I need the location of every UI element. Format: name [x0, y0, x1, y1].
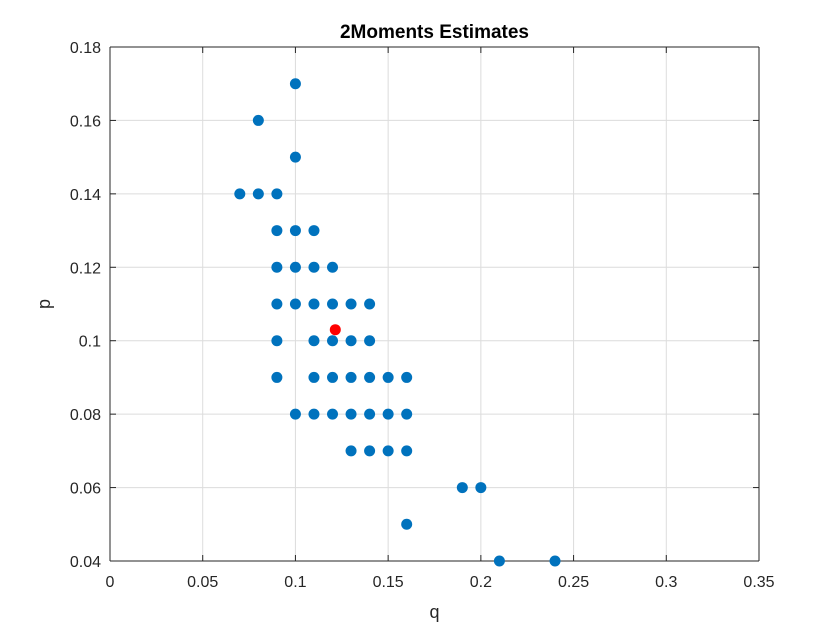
y-tick-label: 0.14 — [70, 187, 101, 204]
data-point — [308, 335, 320, 347]
x-tick-label: 0.1 — [284, 574, 306, 591]
data-point — [401, 408, 413, 420]
data-point — [345, 445, 357, 457]
data-point — [475, 482, 487, 494]
data-point — [456, 482, 468, 494]
data-point — [364, 408, 376, 420]
data-point — [289, 408, 301, 420]
data-point — [271, 298, 283, 310]
data-point — [327, 298, 339, 310]
data-point — [252, 114, 264, 126]
data-point — [271, 261, 283, 273]
y-tick-label: 0.08 — [70, 407, 101, 424]
data-point — [549, 555, 561, 567]
data-point — [234, 188, 246, 200]
x-tick-label: 0.25 — [558, 574, 589, 591]
x-tick-label: 0 — [106, 574, 115, 591]
data-point — [308, 261, 320, 273]
y-tick-label: 0.06 — [70, 481, 101, 498]
x-tick-label: 0.15 — [373, 574, 404, 591]
grid-lines — [110, 47, 759, 561]
data-point — [327, 408, 339, 420]
data-point — [327, 371, 339, 383]
data-point — [289, 225, 301, 237]
data-point — [401, 445, 413, 457]
data-point — [401, 371, 413, 383]
data-point — [308, 408, 320, 420]
y-tick-label: 0.16 — [70, 113, 101, 130]
data-point — [364, 335, 376, 347]
data-point — [382, 371, 394, 383]
y-tick-label: 0.1 — [79, 334, 101, 351]
x-axis-label: q — [429, 602, 439, 622]
data-point — [329, 324, 341, 336]
data-point — [401, 518, 413, 530]
data-point — [289, 151, 301, 163]
data-points — [234, 78, 561, 567]
data-point — [289, 78, 301, 90]
data-point — [308, 371, 320, 383]
x-tick-label: 0.05 — [187, 574, 218, 591]
x-tick-label: 0.35 — [743, 574, 774, 591]
tick-labels: 0 0.05 0.1 0.15 0.2 0.25 0.3 0.35 0.04 0.06 0.08 0.… — [70, 40, 775, 591]
y-axis-label: p — [34, 299, 54, 309]
data-point — [364, 371, 376, 383]
data-point — [271, 335, 283, 347]
data-point — [382, 445, 394, 457]
data-point — [327, 335, 339, 347]
data-point — [252, 188, 264, 200]
data-point — [289, 261, 301, 273]
data-point — [308, 225, 320, 237]
data-point — [345, 298, 357, 310]
data-point — [345, 371, 357, 383]
data-point — [308, 298, 320, 310]
data-point — [289, 298, 301, 310]
data-point — [364, 298, 376, 310]
data-point — [327, 261, 339, 273]
x-tick-label: 0.2 — [470, 574, 492, 591]
data-point — [345, 335, 357, 347]
y-tick-label: 0.18 — [70, 40, 101, 57]
data-point — [364, 445, 376, 457]
axes — [109, 46, 760, 562]
data-point — [345, 408, 357, 420]
data-point — [271, 225, 283, 237]
data-point — [382, 408, 394, 420]
data-point — [271, 188, 283, 200]
data-point — [493, 555, 505, 567]
chart-title: 2Moments Estimates — [340, 22, 529, 43]
y-tick-label: 0.04 — [70, 554, 101, 571]
x-tick-label: 0.3 — [655, 574, 677, 591]
data-point — [271, 371, 283, 383]
y-tick-label: 0.12 — [70, 260, 101, 277]
